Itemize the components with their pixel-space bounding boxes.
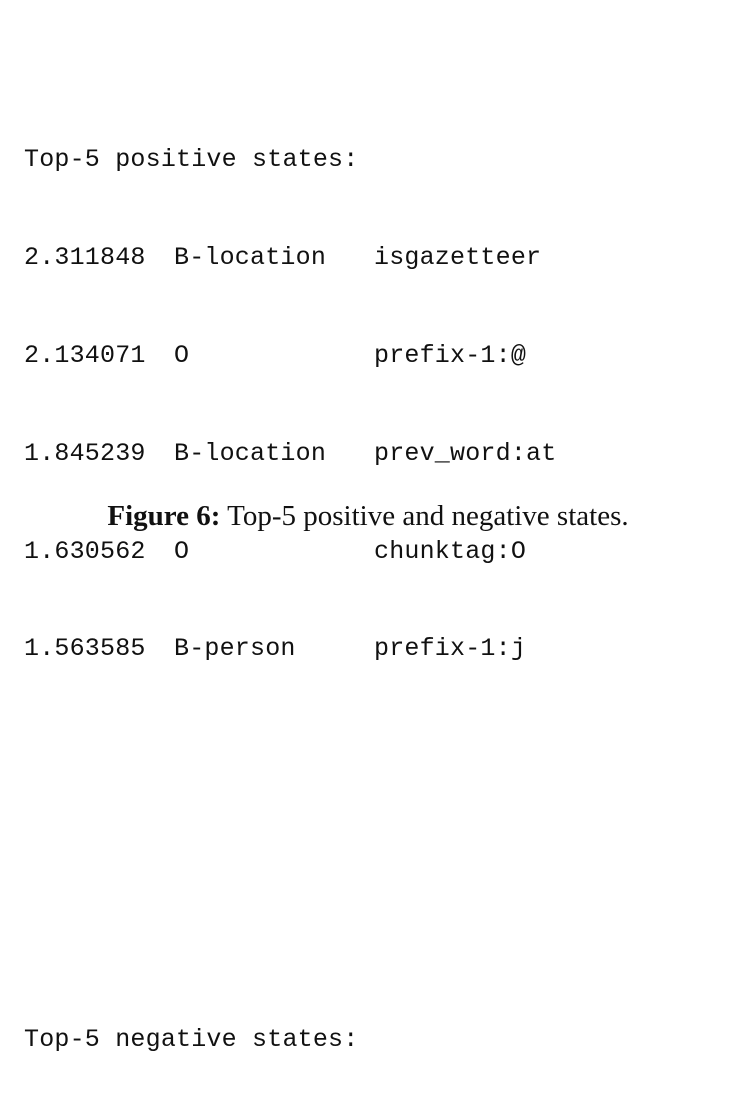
block-spacer [24, 829, 358, 862]
table-row: 2.311848 B-location isgazetteer [24, 242, 541, 275]
table-row: 1.563585 B-person prefix-1:j [24, 633, 526, 666]
figure-caption-label: Figure 6: [107, 500, 221, 532]
positive-states-block: Top-5 positive states: 2.311848 B-locati… [24, 79, 556, 731]
negative-states-block: Top-5 negative states: -0.995204 O words… [24, 959, 358, 1120]
negative-states-title: Top-5 negative states: [24, 1025, 359, 1055]
state-feature: prefix-1:@ [374, 340, 527, 370]
state-score: 2.311848 [24, 243, 146, 273]
state-label: B-location [174, 243, 327, 273]
state-feature: isgazetteer [374, 243, 542, 273]
table-row: 1.630562 O chunktag:O [24, 536, 526, 569]
state-label: O [174, 536, 190, 566]
figure-caption: Figure 6: Top-5 positive and negative st… [0, 500, 736, 533]
state-score: 2.134071 [24, 340, 146, 370]
table-row: 2.134071 O prefix-1:@ [24, 340, 526, 373]
state-feature: chunktag:O [374, 536, 527, 566]
state-score: 1.563585 [24, 634, 146, 664]
state-score: 1.845239 [24, 438, 146, 468]
state-label: O [174, 340, 190, 370]
state-feature: prev_word:at [374, 438, 557, 468]
feature-weights-listing: Top-5 positive states: 2.311848 B-locati… [24, 14, 556, 1120]
state-label: B-location [174, 438, 327, 468]
table-row: 1.845239 B-location prev_word:at [24, 438, 556, 471]
figure-caption-text: Top-5 positive and negative states. [220, 500, 629, 532]
positive-states-title: Top-5 positive states: [24, 145, 359, 175]
state-score: 1.630562 [24, 536, 146, 566]
state-feature: prefix-1:j [374, 634, 527, 664]
state-label: B-person [174, 634, 296, 664]
